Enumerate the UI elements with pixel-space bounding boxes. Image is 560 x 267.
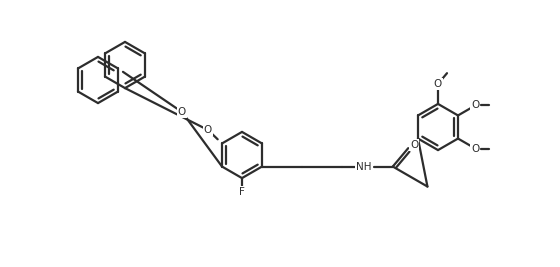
Text: F: F xyxy=(239,187,245,197)
Text: O: O xyxy=(471,144,479,154)
Text: O: O xyxy=(178,107,186,117)
Text: O: O xyxy=(204,125,212,135)
Text: O: O xyxy=(434,79,442,89)
Text: O: O xyxy=(471,100,479,111)
Text: NH: NH xyxy=(356,162,372,171)
Text: O: O xyxy=(410,140,418,150)
